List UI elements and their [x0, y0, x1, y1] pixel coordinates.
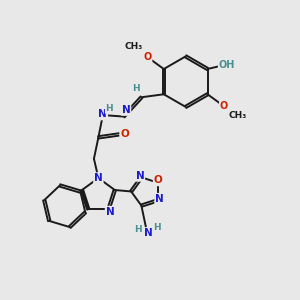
Text: H: H [132, 84, 140, 93]
Text: O: O [220, 101, 228, 111]
Text: H: H [106, 104, 113, 113]
Text: OH: OH [219, 59, 235, 70]
Text: CH₃: CH₃ [125, 42, 143, 51]
Text: O: O [120, 129, 129, 140]
Text: O: O [143, 52, 152, 62]
Text: O: O [154, 176, 162, 185]
Text: H: H [153, 223, 161, 232]
Text: N: N [106, 207, 114, 217]
Text: N: N [98, 110, 107, 119]
Text: N: N [94, 173, 103, 183]
Text: N: N [122, 105, 130, 115]
Text: N: N [155, 194, 164, 204]
Text: N: N [144, 228, 153, 238]
Text: N: N [136, 171, 144, 181]
Text: CH₃: CH₃ [228, 111, 246, 120]
Text: H: H [134, 226, 141, 235]
